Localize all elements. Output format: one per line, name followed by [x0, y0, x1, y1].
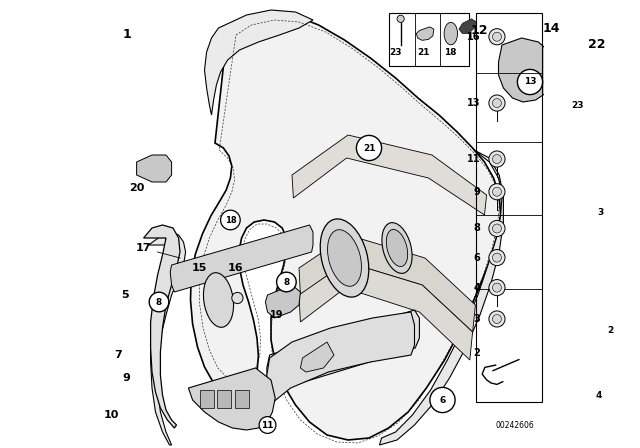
- Circle shape: [598, 317, 623, 343]
- Text: 8: 8: [474, 224, 481, 233]
- Circle shape: [489, 95, 505, 111]
- Bar: [389, 13, 469, 66]
- Circle shape: [493, 253, 502, 262]
- Circle shape: [489, 311, 505, 327]
- Circle shape: [430, 388, 455, 413]
- Polygon shape: [205, 10, 313, 115]
- Text: 3: 3: [474, 314, 481, 324]
- Ellipse shape: [387, 229, 408, 267]
- Ellipse shape: [444, 22, 458, 45]
- Circle shape: [489, 220, 505, 237]
- Bar: [235, 390, 248, 408]
- Polygon shape: [136, 155, 172, 182]
- Circle shape: [489, 184, 505, 200]
- Polygon shape: [191, 12, 500, 440]
- Text: 21: 21: [417, 48, 429, 57]
- Circle shape: [586, 383, 611, 408]
- Text: 13: 13: [524, 78, 536, 86]
- Circle shape: [397, 15, 404, 22]
- Polygon shape: [148, 232, 186, 445]
- Text: 15: 15: [192, 263, 207, 273]
- Text: 4: 4: [595, 391, 602, 400]
- Text: 10: 10: [104, 410, 119, 420]
- Polygon shape: [266, 285, 300, 318]
- Circle shape: [493, 32, 502, 41]
- Text: 11: 11: [261, 421, 274, 430]
- Bar: [476, 13, 542, 402]
- Text: 20: 20: [129, 183, 144, 193]
- Text: 18: 18: [225, 215, 236, 224]
- Ellipse shape: [320, 219, 369, 297]
- Polygon shape: [299, 262, 472, 360]
- Text: 17: 17: [136, 243, 151, 253]
- Polygon shape: [416, 27, 434, 40]
- Text: 16: 16: [467, 32, 481, 42]
- Circle shape: [276, 272, 296, 292]
- Circle shape: [517, 69, 543, 95]
- Text: 2: 2: [474, 348, 481, 358]
- Circle shape: [356, 135, 381, 160]
- Text: 13: 13: [467, 98, 481, 108]
- Bar: [217, 390, 231, 408]
- Text: 4: 4: [474, 283, 481, 293]
- Circle shape: [493, 99, 502, 108]
- Polygon shape: [300, 342, 334, 372]
- Circle shape: [565, 92, 590, 117]
- Text: 2: 2: [607, 326, 614, 335]
- Text: 1: 1: [122, 29, 131, 42]
- Polygon shape: [267, 312, 415, 405]
- Circle shape: [221, 210, 240, 230]
- Text: 23: 23: [389, 48, 401, 57]
- Ellipse shape: [382, 223, 412, 273]
- Text: 21: 21: [363, 143, 375, 152]
- Text: 18: 18: [444, 48, 456, 57]
- Circle shape: [259, 417, 276, 433]
- Circle shape: [489, 29, 505, 45]
- Bar: [200, 390, 214, 408]
- Polygon shape: [459, 19, 476, 34]
- Polygon shape: [170, 225, 313, 292]
- Polygon shape: [188, 368, 275, 430]
- Text: 22: 22: [588, 39, 605, 52]
- Polygon shape: [580, 42, 611, 80]
- Circle shape: [489, 280, 505, 296]
- Circle shape: [493, 155, 502, 164]
- Circle shape: [489, 151, 505, 167]
- Circle shape: [493, 283, 502, 292]
- Text: 23: 23: [572, 100, 584, 109]
- Polygon shape: [292, 135, 486, 215]
- Text: 8: 8: [156, 297, 162, 306]
- Circle shape: [149, 292, 169, 312]
- Circle shape: [493, 224, 502, 233]
- Circle shape: [489, 250, 505, 266]
- Polygon shape: [267, 310, 419, 392]
- Text: 16: 16: [228, 263, 244, 273]
- Ellipse shape: [204, 273, 234, 327]
- Text: 14: 14: [542, 22, 560, 34]
- Text: 9: 9: [474, 187, 481, 197]
- Text: 19: 19: [270, 310, 284, 320]
- Text: 7: 7: [115, 350, 122, 360]
- Text: 5: 5: [122, 290, 129, 300]
- Circle shape: [493, 187, 502, 196]
- Text: 6: 6: [474, 253, 481, 263]
- Polygon shape: [380, 150, 504, 445]
- Circle shape: [493, 314, 502, 323]
- Text: 9: 9: [123, 373, 131, 383]
- Text: 11: 11: [467, 154, 481, 164]
- Text: 6: 6: [440, 396, 445, 405]
- Text: 00242606: 00242606: [495, 421, 534, 430]
- Circle shape: [588, 199, 612, 224]
- Ellipse shape: [328, 230, 362, 286]
- Polygon shape: [299, 235, 476, 332]
- Text: 12: 12: [471, 23, 488, 36]
- Circle shape: [232, 293, 243, 304]
- Polygon shape: [499, 38, 557, 102]
- Text: 8: 8: [284, 277, 289, 287]
- Polygon shape: [143, 225, 180, 428]
- Text: 3: 3: [597, 207, 603, 216]
